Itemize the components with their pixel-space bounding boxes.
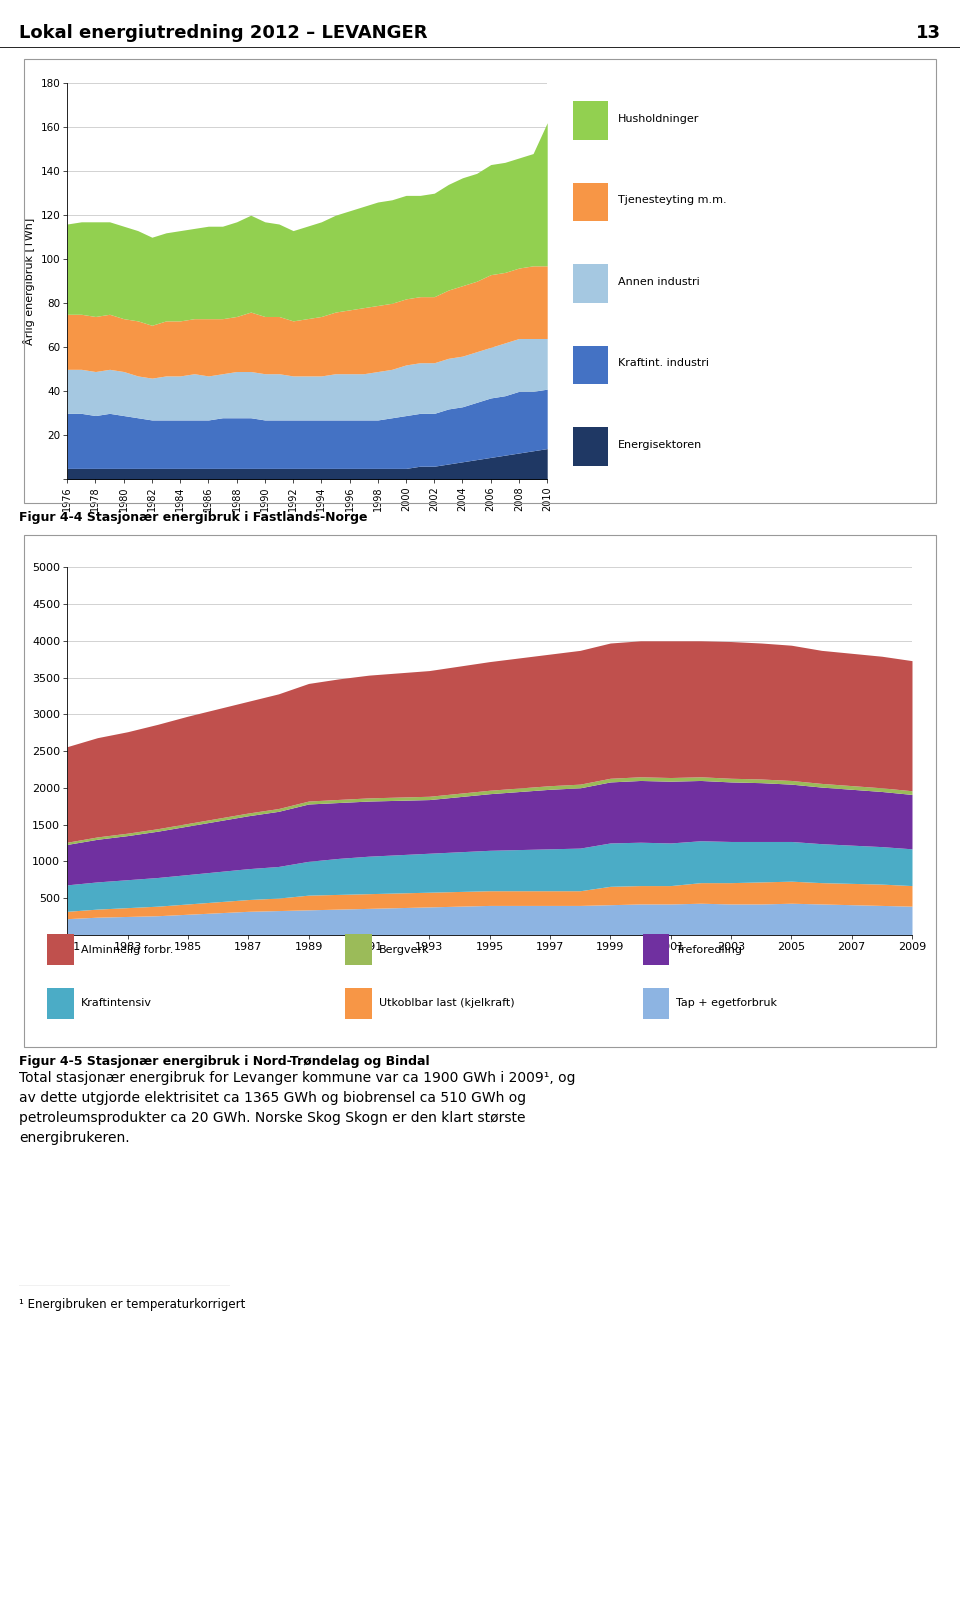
Text: Lokal energiutredning 2012 – LEVANGER: Lokal energiutredning 2012 – LEVANGER [19,24,428,42]
Bar [47,988,74,1020]
Text: ¹ Energibruken er temperaturkorrigert: ¹ Energibruken er temperaturkorrigert [19,1298,246,1310]
Text: Husholdninger: Husholdninger [618,113,700,123]
Text: Figur 4-4 Stasjonær energibruk i Fastlands-Norge: Figur 4-4 Stasjonær energibruk i Fastlan… [19,511,368,524]
Bar [345,933,372,965]
Bar [47,933,74,965]
Text: Kraftintensiv: Kraftintensiv [82,999,153,1008]
Text: Total stasjonær energibruk for Levanger kommune var ca 1900 GWh i 2009¹, og
av d: Total stasjonær energibruk for Levanger … [19,1071,576,1144]
Text: Kraftint. industri: Kraftint. industri [618,358,709,368]
Text: Tap + egetforbruk: Tap + egetforbruk [677,999,778,1008]
Bar [573,264,608,302]
Text: Figur 4-5 Stasjonær energibruk i Nord-Trøndelag og Bindal: Figur 4-5 Stasjonær energibruk i Nord-Tr… [19,1055,430,1067]
Text: Treforedling: Treforedling [677,944,742,954]
Bar [573,345,608,384]
Text: Bergverk: Bergverk [379,944,429,954]
Text: Alminnelig forbr.: Alminnelig forbr. [82,944,174,954]
Bar [573,427,608,465]
Bar [642,933,669,965]
Y-axis label: Årlig energibruk [TWh]: Årlig energibruk [TWh] [23,217,35,345]
Bar [345,988,372,1020]
Text: 13: 13 [916,24,941,42]
Bar [573,101,608,139]
Text: Tjenesteyting m.m.: Tjenesteyting m.m. [618,195,727,205]
Text: Utkoblbar last (kjelkraft): Utkoblbar last (kjelkraft) [379,999,515,1008]
Text: Annen industri: Annen industri [618,276,700,286]
Bar [573,182,608,221]
Text: Energisektoren: Energisektoren [618,439,703,449]
Bar [642,988,669,1020]
